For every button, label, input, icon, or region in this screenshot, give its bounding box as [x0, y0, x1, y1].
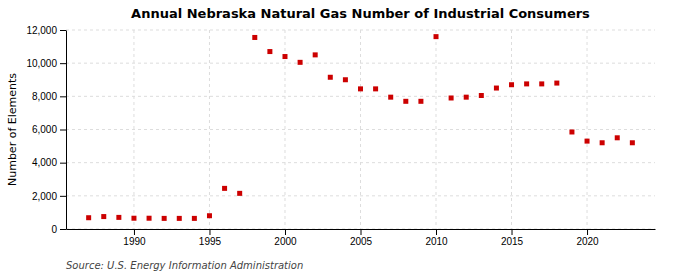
point: [418, 99, 423, 104]
point: [343, 77, 348, 82]
point: [434, 34, 439, 39]
tick: 2020: [576, 229, 599, 247]
tick-mark: [60, 96, 66, 97]
point: [86, 215, 91, 220]
point: [237, 191, 242, 196]
tick-label: 10,000: [26, 58, 57, 69]
point: [479, 93, 484, 98]
point: [615, 135, 620, 140]
point: [569, 129, 574, 134]
point: [494, 86, 499, 91]
grid-line: [133, 30, 134, 229]
tick-mark: [209, 229, 210, 235]
tick-mark: [436, 229, 437, 235]
point: [554, 81, 559, 86]
point: [222, 186, 227, 191]
tick-mark: [60, 196, 66, 197]
tick-label: 2,000: [32, 191, 57, 202]
point: [464, 95, 469, 100]
tick-mark: [60, 130, 66, 131]
tick-mark: [361, 229, 362, 235]
grid-line: [209, 30, 210, 229]
grid-line: [511, 30, 512, 229]
axis-line: [66, 31, 67, 230]
point: [131, 216, 136, 221]
tick: 8,000: [32, 91, 66, 102]
point: [328, 75, 333, 80]
points: [86, 34, 635, 221]
point: [585, 139, 590, 144]
point: [509, 82, 514, 87]
tick-mark: [60, 229, 66, 230]
grid-line: [587, 30, 588, 229]
point: [449, 95, 454, 100]
point: [147, 216, 152, 221]
point: [252, 35, 257, 40]
tick: 2000: [274, 229, 297, 247]
point: [524, 81, 529, 86]
tick-label: 2000: [274, 236, 297, 247]
tick-label: 2010: [425, 236, 448, 247]
tick-label: 2020: [576, 236, 599, 247]
tick-label: 1995: [199, 236, 222, 247]
tick: 10,000: [26, 58, 66, 69]
point: [101, 214, 106, 219]
grid-line: [436, 30, 437, 229]
tick-label: 2005: [350, 236, 373, 247]
tick-label: 12,000: [26, 25, 57, 36]
tick-label: 2015: [501, 236, 524, 247]
tick: 2,000: [32, 191, 66, 202]
tick: 0: [51, 224, 66, 235]
y-axis-label: Number of Elements: [6, 73, 19, 186]
grid-line: [66, 129, 655, 130]
point: [373, 86, 378, 91]
point: [162, 216, 167, 221]
x-axis: 1990 1995 2000 2005 2010 2015 2020: [67, 229, 656, 247]
point: [207, 213, 212, 218]
tick-label: 8,000: [32, 91, 57, 102]
tick-mark: [60, 163, 66, 164]
point: [116, 215, 121, 220]
point: [600, 140, 605, 145]
grid-line: [360, 30, 361, 229]
point: [358, 86, 363, 91]
grid-line: [66, 195, 655, 196]
point: [177, 216, 182, 221]
tick-label: 4,000: [32, 157, 57, 168]
title: Annual Nebraska Natural Gas Number of In…: [131, 6, 590, 21]
tick: 2010: [425, 229, 448, 247]
tick: 4,000: [32, 157, 66, 168]
plot-area: 1990 1995 2000 2005 2010 2015 2020 0 2,000 4,000 6…: [26, 25, 655, 247]
source-note: Source: U.S. Energy Information Administ…: [66, 260, 303, 271]
grid: [66, 30, 655, 229]
tick-mark: [512, 229, 513, 235]
point: [267, 49, 272, 54]
tick-mark: [60, 63, 66, 64]
point: [192, 216, 197, 221]
tick-label: 6,000: [32, 124, 57, 135]
tick: 1990: [123, 229, 146, 247]
tick-mark: [587, 229, 588, 235]
y-axis: 0 2,000 4,000 6,000 8,000 10,000 12,000: [26, 25, 66, 235]
grid-line: [284, 30, 285, 229]
point: [539, 81, 544, 86]
tick: 1995: [199, 229, 222, 247]
tick-label: 0: [51, 224, 57, 235]
chart: 1990 1995 2000 2005 2010 2015 2020 0 2,000 4,000 6…: [0, 0, 675, 275]
tick-mark: [285, 229, 286, 235]
point: [630, 140, 635, 145]
tick: 2005: [350, 229, 373, 247]
point: [298, 60, 303, 65]
point: [388, 95, 393, 100]
point: [282, 54, 287, 59]
tick: 12,000: [26, 25, 66, 36]
tick-mark: [60, 30, 66, 31]
tick-label: 1990: [123, 236, 146, 247]
point: [403, 99, 408, 104]
tick-mark: [134, 229, 135, 235]
tick: 6,000: [32, 124, 66, 135]
tick: 2015: [501, 229, 524, 247]
point: [313, 52, 318, 57]
